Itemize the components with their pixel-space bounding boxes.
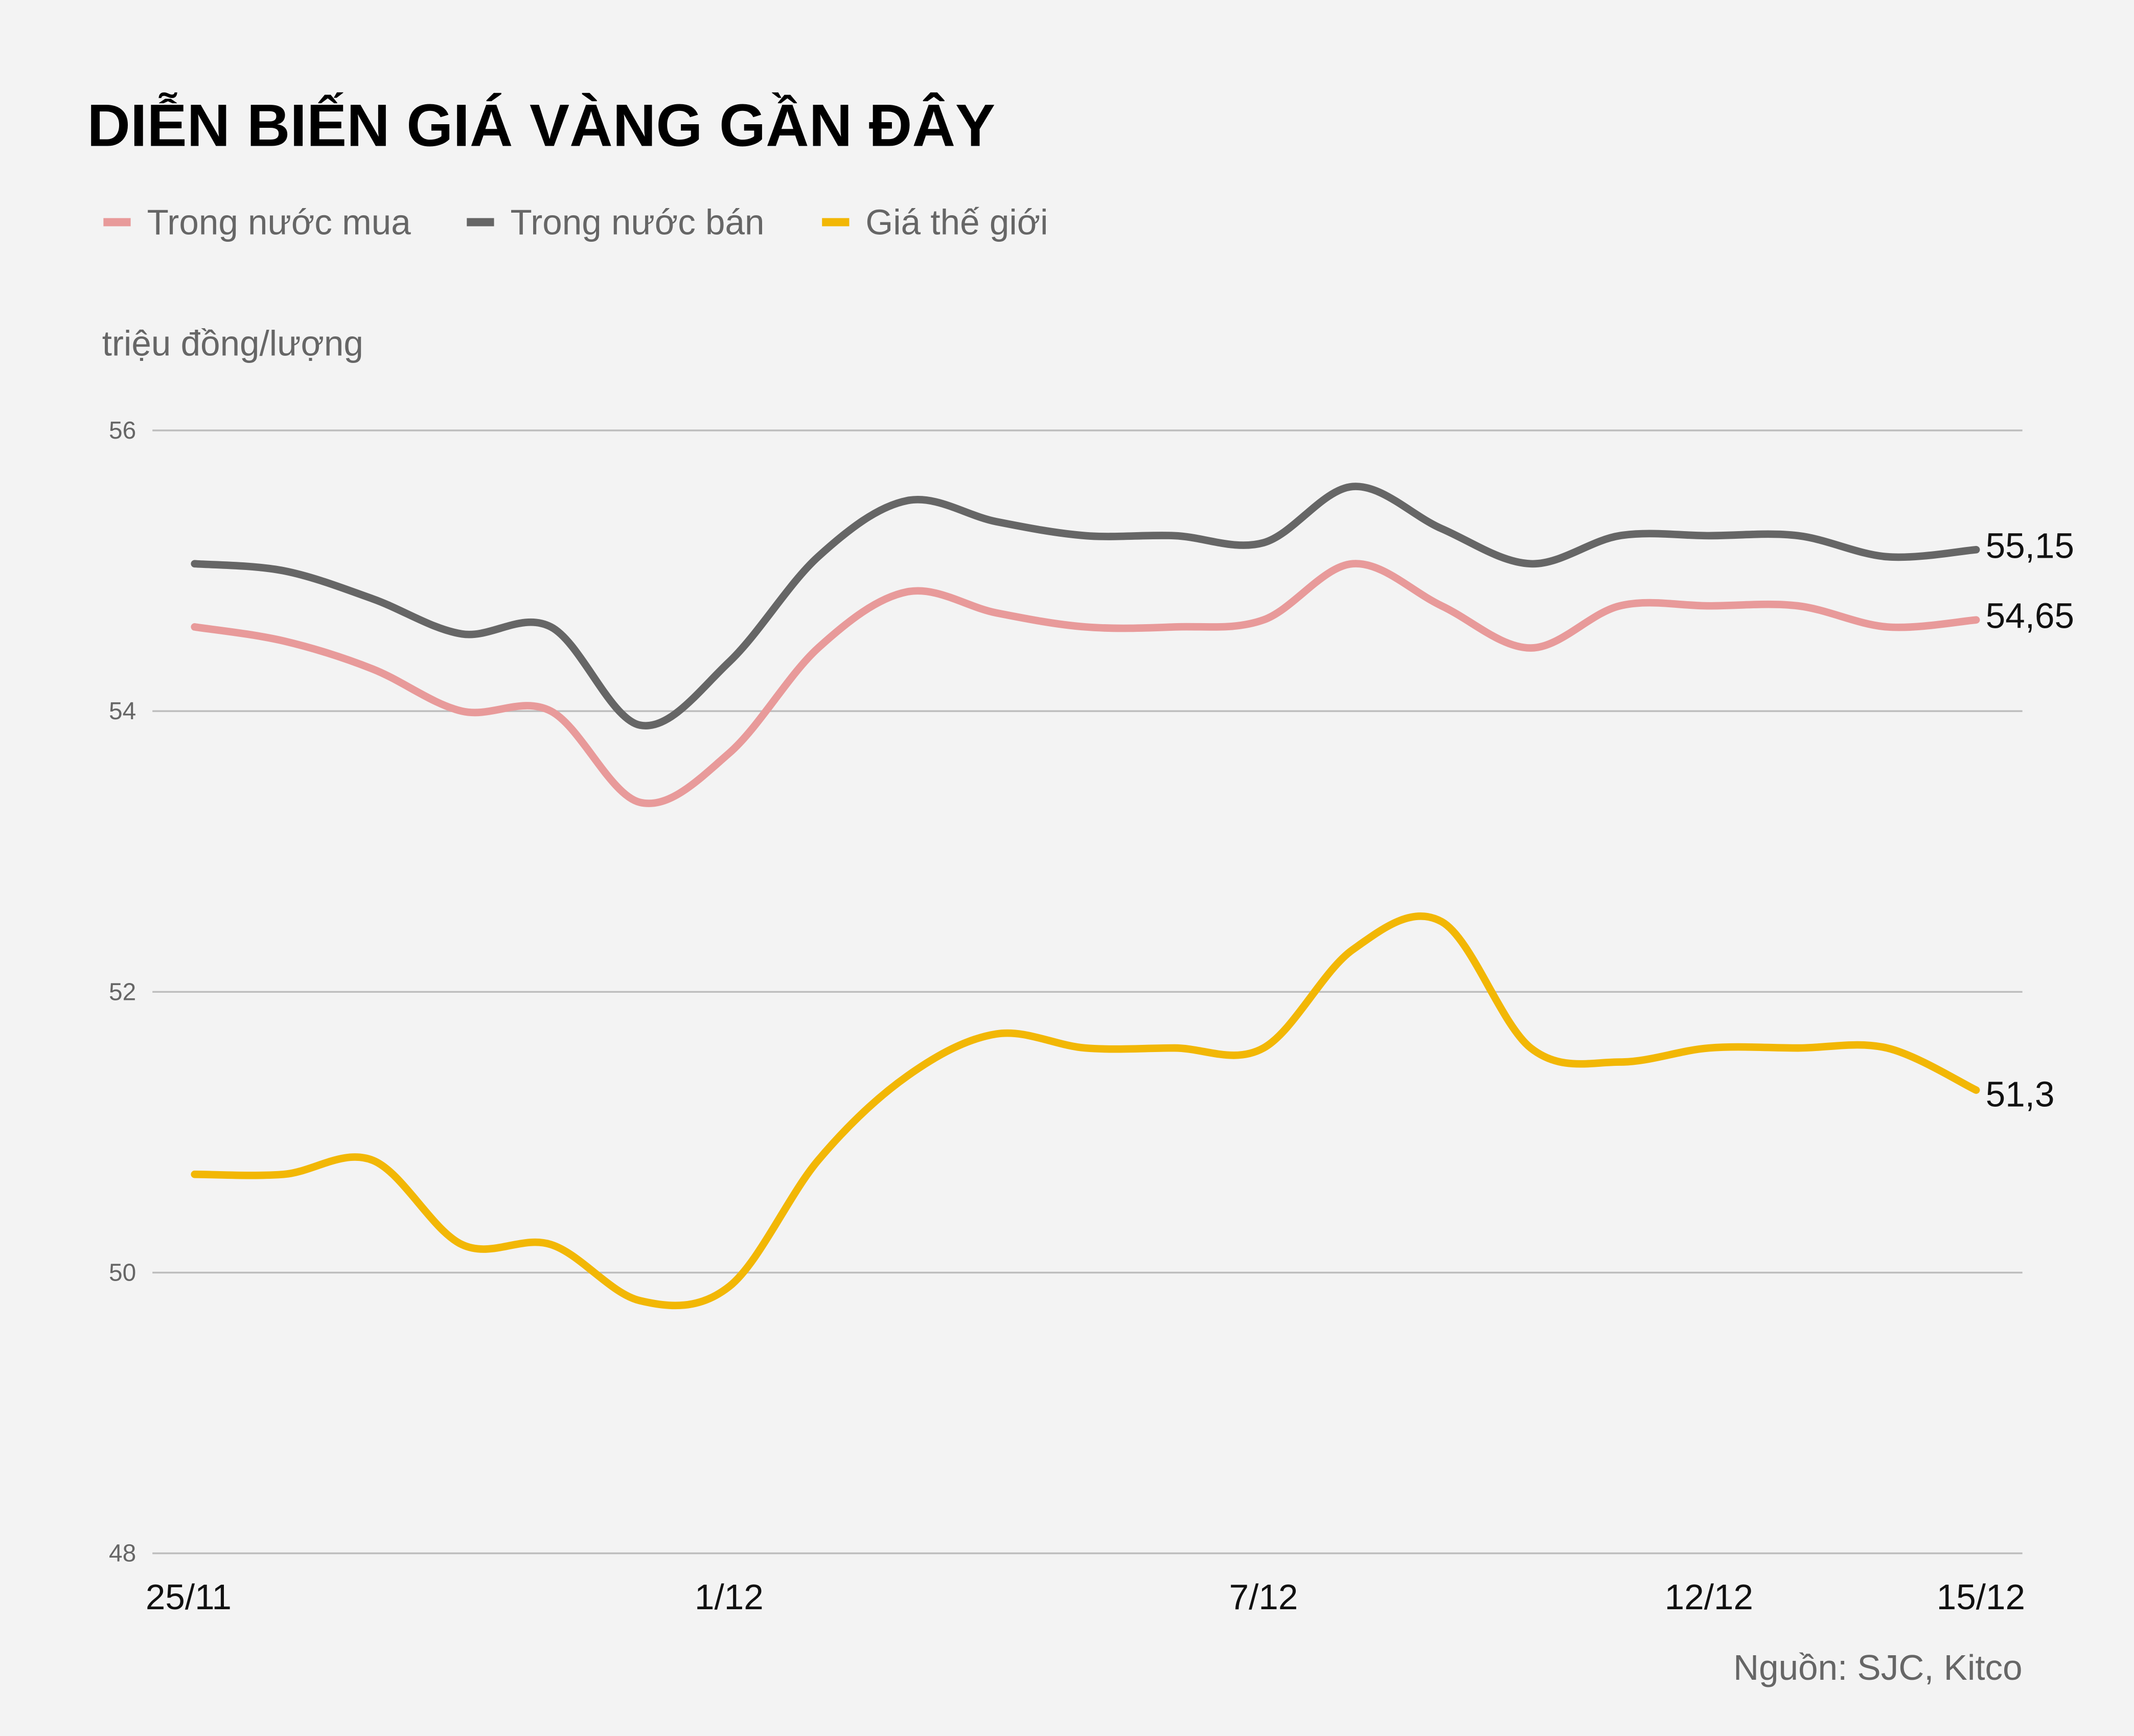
x-tick-labels: 25/11 1/12 7/12 12/12 15/12 (146, 1577, 2025, 1617)
y-tick-labels: 48 50 52 54 56 (109, 417, 136, 1567)
series-lines (191, 483, 1980, 1310)
series-line (191, 560, 1980, 807)
y-tick-label: 54 (109, 698, 136, 725)
legend-label: Trong nước bán (510, 202, 764, 242)
y-tick-label: 50 (109, 1259, 136, 1286)
chart-title: DIỄN BIẾN GIÁ VÀNG GẦN ĐÂY (87, 92, 995, 158)
x-tick-label: 1/12 (695, 1577, 764, 1617)
x-tick-label: 25/11 (146, 1577, 232, 1617)
end-labels: 55,15 54,65 51,3 (1986, 526, 2074, 1114)
y-tick-label: 48 (109, 1540, 136, 1567)
source-note: Nguồn: SJC, Kitco (1733, 1648, 2023, 1687)
y-tick-label: 52 (109, 978, 136, 1006)
end-value-label: 51,3 (1986, 1074, 2055, 1114)
end-value-label: 55,15 (1986, 526, 2074, 565)
x-tick-label: 7/12 (1229, 1577, 1298, 1617)
x-tick-label: 15/12 (1937, 1577, 2025, 1617)
y-axis-unit-label: triệu đồng/lượng (102, 324, 363, 363)
legend-label: Giá thế giới (865, 202, 1048, 242)
end-value-label: 54,65 (1986, 596, 2074, 636)
legend: Trong nước mua Trong nước bán Giá thế giới (103, 202, 1048, 242)
x-tick-label: 12/12 (1665, 1577, 1753, 1617)
series-line (191, 483, 1980, 729)
series-line (191, 912, 1980, 1310)
legend-label: Trong nước mua (147, 202, 411, 242)
y-tick-label: 56 (109, 417, 136, 444)
